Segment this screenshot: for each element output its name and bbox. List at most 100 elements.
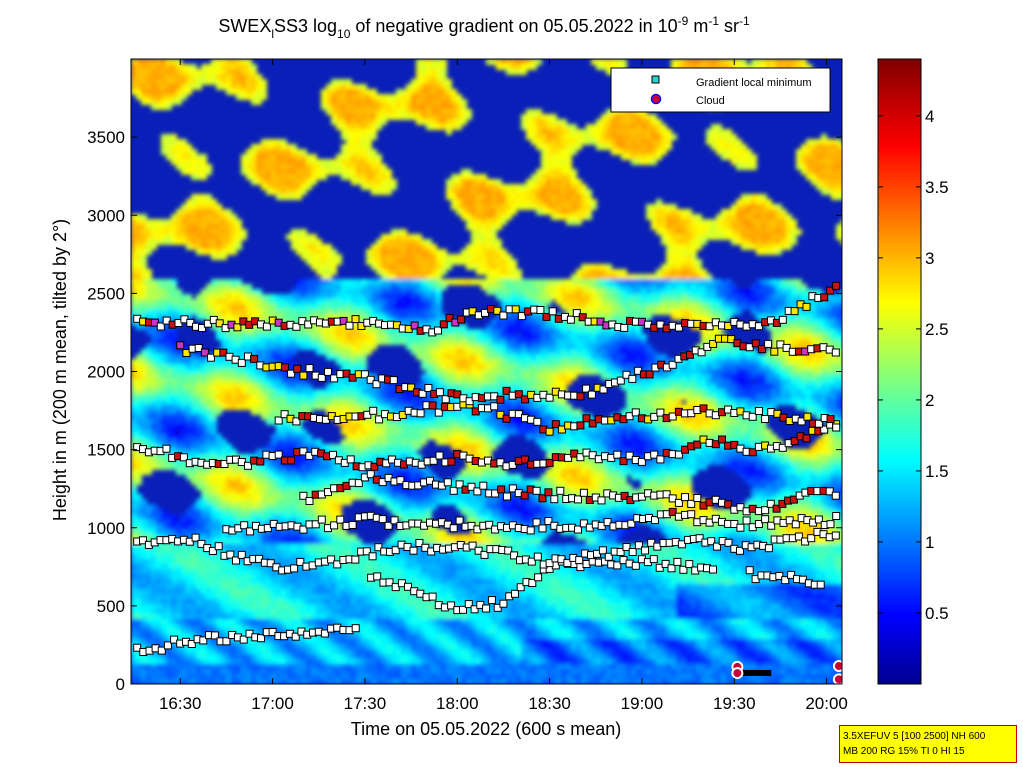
gradient-minimum-marker — [424, 384, 433, 392]
gradient-minimum-marker — [627, 519, 636, 528]
gradient-minimum-marker — [182, 349, 191, 357]
gradient-minimum-marker — [304, 320, 313, 329]
gradient-minimum-marker — [650, 412, 659, 421]
gradient-minimum-marker — [687, 499, 696, 508]
gradient-minimum-marker — [502, 414, 511, 423]
gradient-minimum-marker — [582, 384, 591, 393]
gradient-minimum-marker — [677, 540, 686, 549]
gradient-minimum-marker — [336, 515, 345, 524]
title-part4: m — [688, 16, 708, 36]
gradient-minimum-marker — [574, 525, 582, 534]
gradient-minimum-marker — [299, 447, 308, 456]
gradient-minimum-marker — [742, 516, 751, 525]
gradient-minimum-marker — [455, 480, 464, 489]
gradient-minimum-marker — [215, 319, 224, 328]
gradient-minimum-marker — [622, 543, 631, 551]
gradient-minimum-marker — [385, 578, 394, 587]
gradient-minimum-marker — [493, 306, 502, 315]
colorbar-ticks: 0.5 1 1.5 2 2.5 3 3.5 4 — [878, 107, 949, 623]
gradient-minimum-marker — [490, 402, 499, 411]
gradient-minimum-marker — [447, 457, 456, 466]
gradient-minimum-marker — [674, 450, 683, 459]
gradient-minimum-marker — [566, 315, 575, 324]
gradient-minimum-marker — [266, 559, 275, 568]
gradient-minimum-marker — [604, 552, 613, 561]
gradient-minimum-marker — [826, 520, 835, 529]
gradient-minimum-marker — [831, 531, 840, 540]
gradient-minimum-marker — [351, 555, 360, 564]
gradient-minimum-marker — [791, 520, 800, 529]
gradient-minimum-marker — [673, 557, 682, 566]
gradient-minimum-marker — [290, 564, 299, 573]
gradient-minimum-marker — [262, 322, 271, 331]
gradient-minimum-marker — [797, 417, 806, 426]
gradient-minimum-marker — [681, 493, 689, 502]
gradient-minimum-marker — [597, 496, 606, 505]
cloud-marker — [731, 667, 744, 680]
gradient-minimum-marker — [628, 548, 637, 556]
gradient-minimum-marker — [651, 516, 659, 525]
gradient-minimum-marker — [761, 415, 770, 423]
gradient-minimum-marker — [237, 358, 246, 367]
gradient-minimum-marker — [628, 374, 637, 383]
gradient-minimum-marker — [368, 552, 377, 561]
ground-marker-segment — [740, 669, 772, 676]
gradient-minimum-marker — [435, 451, 444, 460]
gradient-minimum-marker — [464, 600, 473, 609]
gradient-minimum-marker — [280, 410, 289, 419]
gradient-minimum-marker — [157, 646, 166, 655]
gradient-minimum-marker — [534, 573, 543, 582]
gradient-minimum-marker — [465, 397, 474, 406]
cloud-marker — [832, 660, 842, 673]
gradient-minimum-marker — [499, 311, 508, 320]
gradient-minimum-marker — [668, 494, 677, 503]
gradient-minimum-marker — [572, 309, 581, 318]
gradient-minimum-marker — [619, 457, 628, 466]
gradient-minimum-marker — [545, 393, 554, 402]
gradient-minimum-marker — [499, 599, 508, 608]
x-axis: 16:30 17:00 17:30 18:00 18:30 19:00 19:30 20:00 — [159, 59, 848, 713]
gradient-minimum-marker — [457, 315, 466, 324]
gradient-minimum-marker — [764, 339, 773, 348]
gradient-minimum-marker — [378, 515, 387, 524]
gradient-minimum-marker — [831, 348, 840, 357]
gradient-minimum-marker — [764, 544, 773, 553]
gradient-minimum-marker — [751, 339, 760, 348]
gradient-minimum-marker — [370, 462, 379, 471]
gradient-minimum-marker — [191, 533, 200, 542]
gradient-minimum-marker — [299, 525, 308, 534]
title-sub1: l — [271, 27, 274, 41]
gradient-minimum-marker — [532, 518, 541, 527]
x-tick-label: 18:30 — [528, 694, 571, 713]
gradient-minimum-marker — [599, 385, 608, 394]
gradient-minimum-marker — [503, 492, 511, 501]
gradient-minimum-marker — [625, 451, 634, 460]
gradient-minimum-marker — [538, 524, 547, 533]
gradient-minimum-marker — [711, 440, 720, 449]
gradient-minimum-marker — [766, 499, 775, 508]
gradient-minimum-marker — [502, 386, 511, 395]
gradient-minimum-marker — [674, 323, 683, 332]
gradient-minimum-marker — [197, 539, 206, 548]
gradient-minimum-marker — [496, 395, 505, 404]
gradient-minimum-marker — [634, 541, 643, 550]
gradient-minimum-marker — [579, 488, 588, 497]
gradient-minimum-marker — [443, 478, 452, 487]
legend-marker-gradient-minimum — [651, 75, 660, 84]
gradient-minimum-marker — [631, 561, 640, 570]
gradient-minimum-marker — [504, 546, 513, 555]
gradient-minimum-marker — [814, 515, 823, 524]
gradient-minimum-marker — [434, 408, 443, 417]
cloud-markers — [731, 660, 842, 684]
gradient-minimum-marker — [667, 564, 676, 573]
gradient-minimum-marker — [668, 360, 677, 369]
gradient-minimum-marker — [351, 624, 360, 633]
x-tick-label: 19:30 — [713, 694, 756, 713]
gradient-minimum-marker — [576, 392, 585, 401]
legend-label-cloud: Cloud — [696, 95, 725, 107]
gradient-minimum-marker — [219, 348, 228, 357]
gradient-minimum-marker — [656, 408, 665, 417]
gradient-minimum-marker — [226, 550, 235, 559]
gradient-minimum-marker — [718, 435, 726, 444]
